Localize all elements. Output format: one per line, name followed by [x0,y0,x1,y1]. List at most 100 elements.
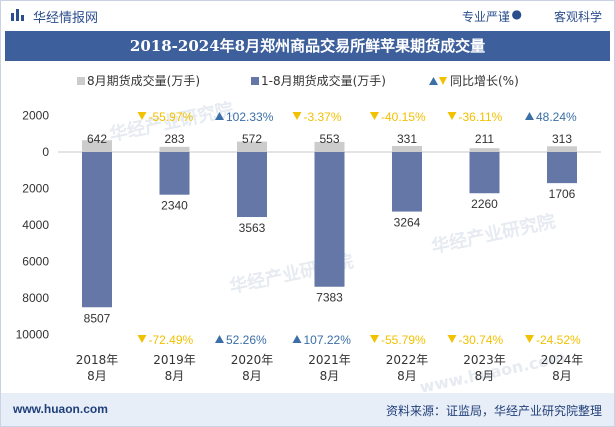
growth-ytd: -72.49% [137,333,194,347]
ytd-bar [547,152,577,184]
growth-aug: -36.11% [447,110,503,124]
chart-title: 2018-2024年8月郑州商品交易所鲜苹果期货成交量 [5,31,610,61]
growth-value: -3.37% [304,110,342,124]
ytd-bar [82,152,112,308]
y-tick-label: 4000 [22,218,49,232]
ytd-value-label: 3563 [239,221,266,235]
aug-bar [82,140,112,152]
legend-label-aug: 8月期货成交量(万手) [87,73,200,88]
x-tick-month: 8月 [397,369,417,383]
x-tick-month: 8月 [87,369,107,383]
x-tick-year: 2022年 [386,353,429,367]
x-tick-month: 8月 [475,369,495,383]
legend-swatch-ytd [251,77,259,85]
growth-value: -72.49% [149,333,194,347]
growth-value: -40.15% [381,110,426,124]
ytd-value-label: 1706 [549,187,576,201]
growth-down-triangle [137,335,147,343]
x-tick-month: 8月 [552,369,572,383]
bars [82,140,577,308]
growth-value: 107.22% [304,333,352,347]
y-tick-label: 0 [42,145,49,159]
growth-labels: -55.97% -72.49% 102.33% 52.26% -3.37% 107.22%… [137,110,581,347]
x-tick-year: 2018年 [76,353,119,367]
growth-ytd: -30.74% [447,333,504,347]
growth-down-triangle [370,335,379,343]
growth-ytd: 107.22% [292,333,352,347]
y-tick-label: 6000 [22,255,49,269]
aug-value-label: 283 [164,132,184,146]
growth-ytd: -24.52% [525,333,581,347]
aug-value-label: 642 [87,132,107,146]
growth-aug: -55.97% [137,110,194,124]
growth-value: 52.26% [226,333,267,347]
x-tick-year: 2021年 [308,353,351,367]
legend: 8月期货成交量(万手) 1-8月期货成交量(万手) 同比增长(%) [77,73,519,88]
growth-up-triangle [525,112,534,120]
slogan-right: 客观科学 [553,10,602,24]
logo-text: 华经情报网 [33,11,99,26]
growth-ytd: -55.79% [370,333,426,347]
growth-value: 102.33% [226,110,274,124]
legend-label-growth: 同比增长(%) [450,74,519,88]
x-axis-labels: 2018年 8月 2019年 8月 2020年 8月 2021年 8月 2022年 8月 2023年… [76,353,584,383]
growth-down-triangle [525,335,534,343]
growth-down-triangle [137,112,147,120]
growth-down-triangle [292,112,302,120]
x-tick-year: 2023年 [463,353,506,367]
footer-source: 资料来源：证监局，华经产业研究院整理 [385,404,602,418]
aug-value-label: 211 [475,132,494,146]
ytd-value-label: 3264 [394,216,421,230]
aug-bar [159,146,190,152]
y-tick-label: 10000 [16,328,50,342]
growth-aug: 48.24% [525,110,577,124]
x-tick-year: 2019年 [153,353,196,367]
slogan-left: 专业严谨 [461,10,510,24]
slogan-dot: ● [511,7,522,21]
growth-up-triangle [215,112,224,120]
watermark-text: 华经产业研究院 [429,210,557,258]
growth-aug: -40.15% [370,110,426,124]
growth-value: 48.24% [536,110,577,124]
ytd-value-label: 2260 [471,197,498,211]
x-tick-month: 8月 [242,369,262,383]
ytd-bar [314,152,345,287]
x-tick-year: 2024年 [541,353,584,367]
ytd-value-label: 8507 [84,311,111,325]
ytd-bar [237,152,267,218]
top-header: 华经情报网 专业严谨 ● 客观科学 [1,1,614,29]
growth-down-triangle [447,112,457,120]
x-tick-month: 8月 [320,369,340,383]
y-tick-label: 2000 [22,182,49,196]
growth-aug: -3.37% [292,110,342,124]
legend-down-triangle [439,77,447,85]
x-tick-year: 2020年 [231,353,274,367]
ytd-bar [469,152,500,194]
growth-value: -24.52% [536,333,581,347]
growth-value: -55.79% [381,333,426,347]
growth-ytd: 52.26% [215,333,267,347]
y-tick-label: 8000 [22,291,49,305]
growth-up-triangle [292,335,302,343]
aug-value-label: 331 [397,132,417,146]
aug-bar [392,145,422,152]
x-tick-month: 8月 [165,369,185,383]
aug-value-label: 313 [552,132,572,146]
legend-up-triangle [429,77,438,85]
growth-value: -30.74% [459,333,504,347]
ytd-value-label: 7383 [316,291,343,305]
growth-aug: 102.33% [215,110,274,124]
y-tick-label: 2000 [22,109,49,123]
data-labels: 642 8507 283 2340 572 3563 553 7383 331 3264 211 22… [84,132,576,325]
legend-swatch-aug [77,77,85,85]
legend-label-ytd: 1-8月期货成交量(万手) [261,73,386,88]
aug-bar [314,141,345,152]
aug-value-label: 553 [319,132,339,146]
growth-value: -36.11% [459,110,503,124]
footer: www.huaon.com 资料来源：证监局，华经产业研究院整理 [1,393,614,426]
footer-url: www.huaon.com [13,402,108,416]
growth-down-triangle [447,335,457,343]
ytd-bar [392,152,422,212]
